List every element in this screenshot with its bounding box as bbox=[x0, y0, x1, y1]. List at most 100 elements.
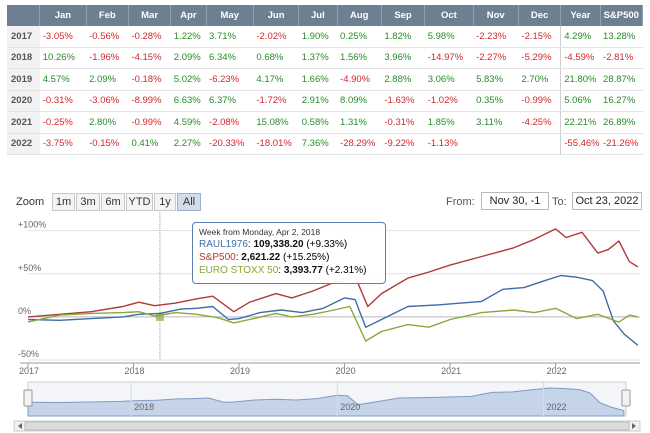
scrollbar-thumb[interactable] bbox=[24, 421, 630, 431]
header-year bbox=[7, 5, 41, 26]
zoom-button-3m[interactable]: 3m bbox=[76, 193, 100, 211]
to-label: To: bbox=[552, 196, 567, 208]
cell-month-return: 10.26% bbox=[39, 47, 87, 69]
cell-month-return: -0.18% bbox=[128, 68, 171, 91]
navigator-handle-left[interactable] bbox=[23, 389, 33, 407]
tooltip-series-change: (+15.25%) bbox=[282, 252, 330, 263]
row-year: 2018 bbox=[7, 47, 40, 69]
cell-month-return: -4.90% bbox=[337, 68, 382, 91]
cell-month-return: 5.98% bbox=[424, 26, 474, 48]
cell-month-return: 1.31% bbox=[337, 111, 382, 134]
x-tick-label: 2020 bbox=[336, 366, 356, 376]
tooltip-row-eurostoxx: EURO STOXX 50: 3,393.77 (+2.31%) bbox=[199, 265, 367, 276]
cell-month-return: 5.83% bbox=[473, 68, 519, 91]
zoom-button-1y[interactable]: 1y bbox=[154, 193, 176, 211]
navigator-tick-label: 2022 bbox=[547, 402, 567, 412]
from-label: From: bbox=[446, 196, 475, 208]
cell-month-return: 2.27% bbox=[170, 133, 207, 155]
cell-month-return: 0.58% bbox=[298, 111, 338, 134]
x-tick-label: 2022 bbox=[547, 366, 567, 376]
cell-month-return: 8.09% bbox=[337, 90, 382, 112]
table-row: 2017 -3.05% -0.56% -0.28% 1.22% 3.71% -2.02% 1.… bbox=[7, 26, 643, 48]
table-row: 2022 -3.75% -0.15% 0.41% 2.27% -20.33% -18.01%… bbox=[7, 133, 643, 155]
header-aug: Aug bbox=[337, 5, 382, 26]
cell-year-return: 4.29% bbox=[560, 26, 601, 48]
cell-month-return bbox=[518, 133, 561, 155]
cell-month-return: -2.27% bbox=[473, 47, 519, 69]
cell-month-return: 0.35% bbox=[473, 90, 519, 112]
scroll-left-icon[interactable] bbox=[18, 423, 22, 429]
cell-month-return: -0.99% bbox=[518, 90, 561, 112]
navigator-handle-right[interactable] bbox=[621, 389, 631, 407]
cell-year-return: 5.06% bbox=[560, 90, 601, 112]
to-date-input[interactable]: Oct 23, 2022 bbox=[572, 192, 642, 210]
tooltip-row-sp500: S&P500: 2,621.22 (+15.25%) bbox=[199, 252, 330, 263]
row-year: 2019 bbox=[7, 68, 40, 91]
series-line-eurostoxx50 bbox=[27, 305, 639, 342]
cell-month-return: -9.22% bbox=[381, 133, 425, 155]
cell-month-return: 4.57% bbox=[39, 68, 87, 91]
cell-month-return: 3.11% bbox=[473, 111, 519, 134]
cell-month-return: -1.72% bbox=[253, 90, 299, 112]
cell-month-return: -2.23% bbox=[473, 26, 519, 48]
cell-month-return: 1.82% bbox=[381, 26, 425, 48]
tooltip-series-change: (+9.33%) bbox=[306, 239, 348, 250]
navigator-tick-label: 2018 bbox=[134, 402, 154, 412]
cell-month-return: -1.63% bbox=[381, 90, 425, 112]
header-nov: Nov bbox=[473, 5, 519, 26]
cell-month-return: 2.70% bbox=[518, 68, 561, 91]
table-header-row: Jan Feb Mar Apr May Jun Jul Aug Sep Oct Nov Dec Year… bbox=[7, 5, 644, 26]
zoom-button-ytd[interactable]: YTD bbox=[126, 193, 153, 211]
header-year: Year bbox=[560, 5, 601, 26]
cell-sp500-return: -21.26% bbox=[600, 133, 643, 155]
cell-month-return: -0.25% bbox=[39, 111, 87, 134]
tooltip-series-name: RAUL1976 bbox=[199, 239, 248, 250]
cell-month-return: -20.33% bbox=[206, 133, 254, 155]
row-year: 2022 bbox=[7, 133, 40, 155]
cell-month-return: -4.15% bbox=[128, 47, 171, 69]
cell-year-return: 21.80% bbox=[560, 68, 601, 91]
scroll-right-icon[interactable] bbox=[632, 423, 636, 429]
zoom-button-6m[interactable]: 6m bbox=[101, 193, 125, 211]
cell-month-return: 1.66% bbox=[298, 68, 338, 91]
tooltip-series-change: (+2.31%) bbox=[325, 265, 367, 276]
header-mar: Mar bbox=[128, 5, 172, 26]
cell-year-return: -4.59% bbox=[560, 47, 601, 69]
cell-sp500-return: -2.81% bbox=[600, 47, 643, 69]
zoom-button-all[interactable]: All bbox=[177, 193, 201, 211]
header-apr: Apr bbox=[170, 5, 207, 26]
x-tick-label: 2021 bbox=[441, 366, 461, 376]
cell-month-return: 3.71% bbox=[206, 26, 254, 48]
table-row: 2018 10.26% -1.96% -4.15% 2.09% 6.34% 0.68% 1.3… bbox=[7, 47, 643, 69]
cell-month-return: 6.63% bbox=[170, 90, 207, 112]
tooltip-series-value: 2,621.22 bbox=[241, 252, 281, 263]
zoom-button-1m[interactable]: 1m bbox=[52, 193, 75, 211]
cell-month-return: 1.56% bbox=[337, 47, 382, 69]
zoom-label: Zoom bbox=[16, 196, 45, 208]
cell-month-return: 3.06% bbox=[424, 68, 474, 91]
x-tick-label: 2017 bbox=[19, 366, 39, 376]
cell-month-return: 1.85% bbox=[424, 111, 474, 134]
tooltip-series-name: EURO STOXX 50 bbox=[199, 265, 279, 276]
x-tick-label: 2018 bbox=[125, 366, 145, 376]
navigator-tick-label: 2020 bbox=[340, 402, 360, 412]
cell-sp500-return: 28.87% bbox=[600, 68, 643, 91]
header-may: May bbox=[206, 5, 254, 26]
cell-month-return: -0.56% bbox=[86, 26, 129, 48]
cell-sp500-return: 26.89% bbox=[600, 111, 643, 134]
cell-month-return: 7.36% bbox=[298, 133, 338, 155]
from-date-input[interactable]: Nov 30, -1 bbox=[481, 192, 549, 210]
tooltip-series-value: 109,338.20 bbox=[253, 239, 304, 250]
cell-month-return: -0.15% bbox=[86, 133, 129, 155]
cell-month-return: -0.31% bbox=[39, 90, 87, 112]
cell-month-return: 15.08% bbox=[253, 111, 299, 134]
cell-month-return: 4.59% bbox=[170, 111, 207, 134]
cell-month-return: -0.99% bbox=[128, 111, 171, 134]
tooltip-row-raul: RAUL1976: 109,338.20 (+9.33%) bbox=[199, 239, 348, 250]
cell-year-return: -55.46% bbox=[560, 133, 601, 155]
cell-month-return: 0.25% bbox=[337, 26, 382, 48]
cell-month-return: 0.41% bbox=[128, 133, 171, 155]
cell-month-return: -2.08% bbox=[206, 111, 254, 134]
cell-month-return: -1.96% bbox=[86, 47, 129, 69]
